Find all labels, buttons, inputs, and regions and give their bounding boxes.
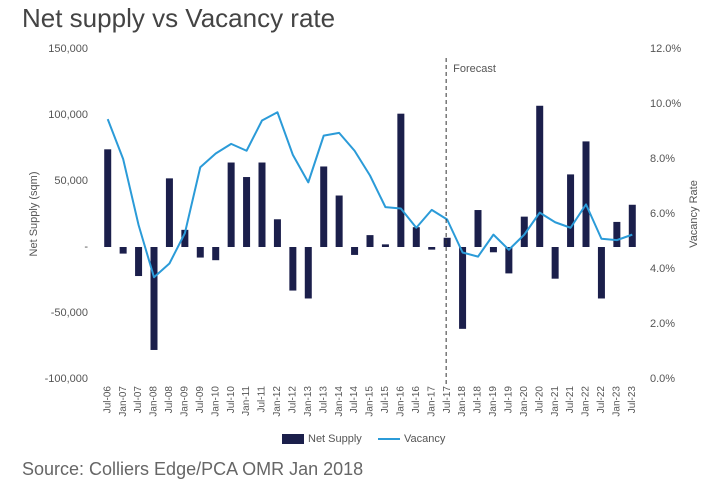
- bar: [273, 219, 281, 247]
- bar: [567, 174, 575, 247]
- bar: [304, 247, 312, 299]
- x-tick-label: Jul-20: [534, 386, 545, 414]
- x-tick-label: Jul-11: [257, 386, 268, 413]
- bar: [551, 247, 559, 279]
- x-tick-label: Jul-23: [627, 386, 638, 414]
- y2-tick-label: 2.0%: [650, 318, 675, 330]
- x-tick-label: Jan-07: [118, 386, 129, 417]
- legend-label: Net Supply: [308, 433, 362, 445]
- bar: [536, 105, 544, 247]
- x-tick-label: Jan-08: [149, 386, 160, 417]
- bar: [520, 216, 528, 247]
- x-tick-label: Jan-23: [611, 386, 622, 417]
- bar: [397, 113, 405, 248]
- bar: [412, 227, 420, 247]
- x-tick-label: Jan-18: [457, 386, 468, 417]
- y2-tick-label: 6.0%: [650, 208, 675, 220]
- x-tick-label: Jul-09: [195, 386, 206, 414]
- y-tick-label: 100,000: [48, 109, 88, 121]
- bar: [181, 229, 189, 247]
- bar: [582, 141, 590, 247]
- x-tick-label: Jan-15: [365, 386, 376, 417]
- bar: [104, 149, 112, 247]
- y2-tick-label: 4.0%: [650, 263, 675, 275]
- line: [106, 111, 633, 279]
- bar: [335, 195, 343, 247]
- x-tick-label: Jul-17: [442, 386, 453, 414]
- bar: [443, 237, 451, 247]
- source: Source: Colliers Edge/PCA OMR Jan 2018: [22, 459, 363, 479]
- y2-tick-label: 12.0%: [650, 43, 681, 55]
- chart-title: Net supply vs Vacancy rate: [22, 3, 335, 33]
- y-tick-label: 150,000: [48, 43, 88, 55]
- x-tick-label: Jan-09: [179, 386, 190, 417]
- bar: [212, 247, 220, 261]
- bar: [428, 247, 436, 250]
- x-tick-label: Jan-12: [272, 386, 283, 417]
- bar: [135, 247, 143, 277]
- bar: [613, 221, 621, 247]
- x-tick-label: Jul-10: [226, 386, 237, 414]
- x-tick-label: Jan-14: [334, 386, 345, 417]
- y-axis-label: Net Supply (sqm): [28, 172, 40, 257]
- annotation: Forecast: [453, 63, 496, 75]
- bar: [474, 210, 482, 247]
- bar: [366, 235, 374, 247]
- x-tick-label: Jul-07: [133, 386, 144, 414]
- legend-label: Vacancy: [404, 433, 446, 445]
- bar: [381, 244, 389, 247]
- x-tick-label: Jan-20: [519, 386, 530, 417]
- x-tick-label: Jan-13: [303, 386, 314, 417]
- bar: [628, 204, 636, 247]
- y-tick-label: 50,000: [54, 175, 88, 187]
- x-tick-label: Jul-16: [411, 386, 422, 414]
- x-tick-label: Jul-06: [102, 386, 113, 414]
- bar: [119, 247, 127, 254]
- bar: [150, 247, 158, 350]
- x-tick-label: Jan-22: [581, 386, 592, 417]
- x-tick-label: Jul-15: [380, 386, 391, 414]
- x-tick-label: Jul-13: [318, 386, 329, 414]
- x-tick-label: Jan-10: [210, 386, 221, 417]
- bar: [165, 178, 173, 247]
- y-tick-label: -: [84, 241, 88, 253]
- bar: [351, 247, 359, 255]
- x-tick-label: Jul-22: [596, 386, 607, 414]
- bar: [289, 247, 297, 291]
- x-tick-label: Jul-08: [164, 386, 175, 414]
- bar: [196, 247, 204, 258]
- bar: [597, 247, 605, 299]
- bar: [489, 247, 497, 253]
- bar: [243, 177, 251, 247]
- bar: [227, 162, 235, 247]
- bar: [459, 247, 467, 329]
- y2-tick-label: 10.0%: [650, 98, 681, 110]
- y2-tick-label: 8.0%: [650, 153, 675, 165]
- y-tick-label: -100,000: [45, 373, 88, 385]
- x-tick-label: Jul-19: [503, 386, 514, 414]
- x-tick-label: Jul-12: [287, 386, 298, 414]
- bar: [505, 247, 513, 274]
- y2-tick-label: 0.0%: [650, 373, 675, 385]
- x-tick-label: Jan-19: [488, 386, 499, 417]
- x-tick-label: Jan-17: [426, 386, 437, 417]
- x-tick-label: Jan-11: [241, 386, 252, 416]
- y2-axis-label: Vacancy Rate: [688, 180, 700, 248]
- x-tick-label: Jul-21: [565, 386, 576, 414]
- bar: [320, 166, 328, 247]
- bar: [258, 162, 266, 247]
- x-tick-label: Jul-14: [349, 386, 360, 414]
- x-tick-label: Jul-18: [473, 386, 484, 414]
- y-tick-label: -50,000: [51, 307, 88, 319]
- legend-swatch: [282, 434, 304, 444]
- x-tick-label: Jan-16: [395, 386, 406, 417]
- x-tick-label: Jan-21: [550, 386, 561, 417]
